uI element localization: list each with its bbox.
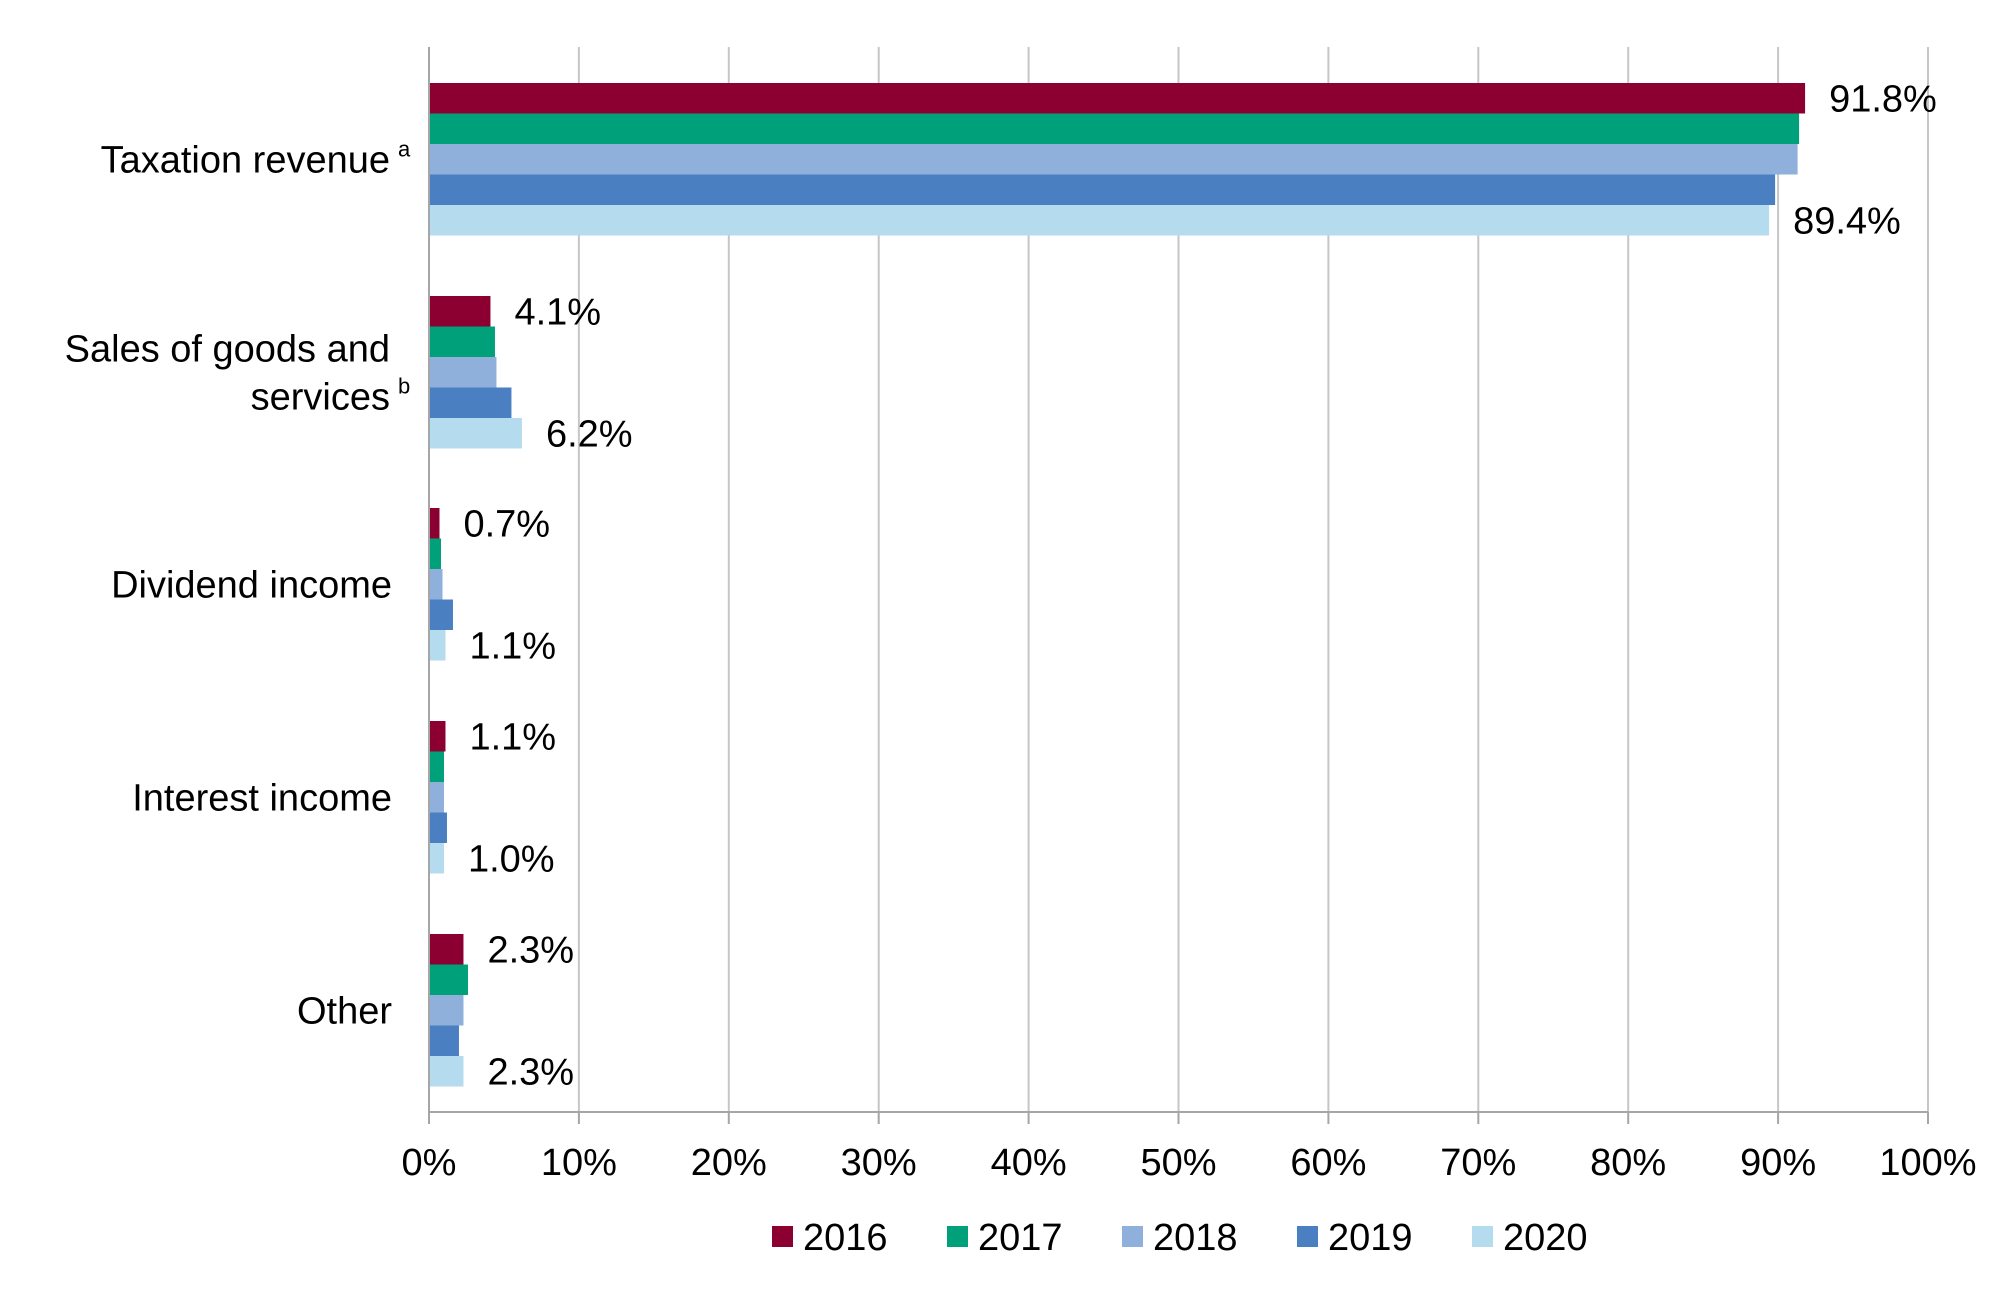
category-label: Taxation revenue [101,139,390,181]
legend-swatch [947,1226,968,1247]
x-tick-label: 20% [691,1142,767,1184]
category-label: Interest income [132,777,392,819]
bars [429,83,1806,1087]
bar-2018 [429,995,464,1026]
bar-2020 [429,1056,464,1087]
data-label: 2.3% [487,929,574,971]
x-tick-label: 80% [1590,1142,1666,1184]
legend-swatch [1472,1226,1493,1247]
category-superscript: a [398,136,411,161]
bar-2019 [429,174,1776,205]
data-label: 89.4% [1793,200,1901,242]
bar-2017 [429,113,1800,144]
bar-2020 [429,843,444,874]
bar-2017 [429,964,468,995]
bar-2017 [429,538,441,569]
data-label: 0.7% [463,503,550,545]
x-tick-label: 60% [1290,1142,1366,1184]
bar-2020 [429,205,1770,236]
data-label: 1.1% [469,625,556,667]
legend-swatch [1122,1226,1143,1247]
legend-swatch [772,1226,793,1247]
legend-label: 2019 [1328,1217,1413,1259]
x-tick-label: 90% [1740,1142,1816,1184]
data-label: 4.1% [514,291,601,333]
bar-2018 [429,144,1798,175]
axes: 0% 10% 20% 30% 40% 50% 60% 70% 80% 90% 100% Taxatio… [65,47,1977,1184]
x-tick-label: 100% [1879,1142,1976,1184]
legend-label: 2018 [1153,1217,1238,1259]
x-tick-label: 70% [1440,1142,1516,1184]
bar-2016 [429,296,491,327]
category-label: Sales of goods and [65,328,390,370]
category-superscript: b [398,373,410,398]
bar-2017 [429,326,495,357]
bar-2016 [429,934,464,965]
legend-label: 2020 [1503,1217,1588,1259]
bar-2016 [429,83,1806,114]
bar-2016 [429,721,446,752]
x-tick-label: 30% [841,1142,917,1184]
bar-2018 [429,357,497,388]
bar-2020 [429,630,446,661]
legend-label: 2016 [803,1217,888,1259]
legend-swatch [1297,1226,1318,1247]
data-label: 2.3% [487,1051,574,1093]
data-label: 1.1% [469,716,556,758]
x-tick-label: 50% [1140,1142,1216,1184]
data-labels: 91.8% 89.4% 4.1% 6.2% 0.7% 1.1% 1.1% 1.0% 2.3% 2.… [463,78,1936,1093]
category-label: services [251,376,390,418]
data-label: 91.8% [1829,78,1937,120]
data-label: 6.2% [546,413,633,455]
legend-label: 2017 [978,1217,1063,1259]
x-tick-label: 0% [402,1142,457,1184]
category-label: Dividend income [111,564,392,606]
category-label: Other [297,990,392,1032]
x-tick-label: 40% [991,1142,1067,1184]
legend: 2016 2017 2018 2019 2020 [772,1217,1588,1259]
data-label: 1.0% [468,838,555,880]
bar-2016 [429,508,440,539]
x-tick-label: 10% [541,1142,617,1184]
bar-2019 [429,599,453,630]
bar-2017 [429,751,444,782]
bar-2019 [429,812,447,843]
bar-2018 [429,782,444,813]
bar-2018 [429,569,443,600]
bar-2019 [429,1025,459,1056]
bar-2020 [429,418,522,449]
bar-2019 [429,387,512,418]
